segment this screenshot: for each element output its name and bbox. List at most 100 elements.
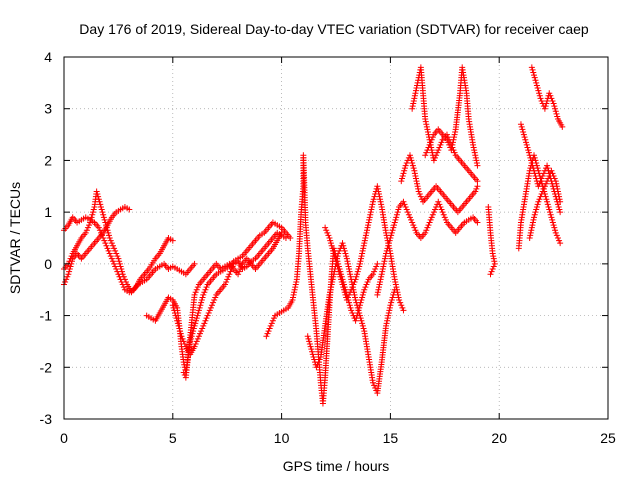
data-point (269, 317, 276, 324)
data-point (549, 219, 556, 226)
data-point (385, 240, 392, 247)
data-point (534, 201, 541, 208)
data-point (543, 196, 550, 203)
data-point (309, 351, 316, 358)
data-point (381, 255, 388, 262)
data-point (389, 294, 396, 301)
data-point (472, 188, 479, 195)
data-point (104, 227, 111, 234)
data-point (335, 268, 342, 275)
data-point (362, 284, 369, 291)
data-point (450, 136, 457, 143)
data-point (105, 247, 112, 254)
data-point (428, 136, 435, 143)
data-point (339, 240, 346, 247)
y-tick-label: 3 (44, 101, 52, 117)
data-point (410, 97, 417, 104)
data-point (365, 222, 372, 229)
data-point (474, 178, 481, 185)
data-point (542, 103, 549, 110)
data-point (344, 294, 351, 301)
data-point (541, 105, 548, 112)
data-point (203, 284, 210, 291)
data-point (449, 139, 456, 146)
data-point (544, 201, 551, 208)
data-point (340, 284, 347, 291)
data-point (403, 160, 410, 167)
data-point (490, 253, 497, 260)
data-point (414, 183, 421, 190)
data-point (409, 162, 416, 169)
data-point (535, 198, 542, 205)
data-point (332, 255, 339, 262)
y-tick-label: -2 (40, 359, 53, 375)
data-point (331, 253, 338, 260)
data-point (330, 247, 337, 254)
data-point (413, 178, 420, 185)
data-point (394, 209, 401, 216)
data-point (366, 216, 373, 223)
data-point (371, 382, 378, 389)
data-point (360, 289, 367, 296)
data-point (103, 222, 110, 229)
data-point (105, 229, 112, 236)
data-point (211, 297, 218, 304)
data-point (528, 227, 535, 234)
data-point (525, 149, 532, 156)
data-point (348, 286, 355, 293)
data-point (544, 178, 551, 185)
data-point (349, 284, 356, 291)
data-point (523, 141, 530, 148)
data-point (423, 149, 430, 156)
data-point (101, 216, 108, 223)
data-point (369, 198, 376, 205)
data-point (99, 209, 106, 216)
data-point (329, 245, 336, 252)
data-point (401, 167, 408, 174)
data-point (66, 268, 73, 275)
data-point (371, 268, 378, 275)
data-point (520, 131, 527, 138)
data-point (536, 196, 543, 203)
data-point (412, 227, 419, 234)
data-point (441, 214, 448, 221)
data-point (452, 128, 459, 135)
data-point (359, 247, 366, 254)
data-point (366, 214, 373, 221)
data-point (425, 144, 432, 151)
data-point (423, 123, 430, 130)
data-point (544, 162, 551, 169)
data-point (225, 273, 232, 280)
data-point (236, 268, 243, 275)
data-point (327, 289, 334, 296)
data-point (429, 134, 436, 141)
data-point (385, 312, 392, 319)
data-point (97, 203, 104, 210)
data-point (352, 317, 359, 324)
data-point (374, 291, 381, 298)
data-point (428, 214, 435, 221)
data-point (268, 320, 275, 327)
data-point (411, 92, 418, 99)
data-point (557, 240, 564, 247)
data-point (491, 258, 498, 265)
data-point (354, 268, 361, 275)
data-point (424, 126, 431, 133)
data-point (378, 273, 385, 280)
data-point (539, 172, 546, 179)
data-point (472, 152, 479, 159)
data-point (529, 219, 536, 226)
data-point (443, 136, 450, 143)
data-point (451, 149, 458, 156)
data-point (282, 235, 289, 241)
data-point (522, 136, 529, 143)
data-point (532, 77, 539, 84)
data-point (556, 193, 563, 200)
data-point (424, 147, 431, 154)
data-point (527, 154, 534, 161)
data-point (438, 206, 445, 213)
data-point (546, 90, 553, 97)
data-point (391, 276, 398, 283)
data-point (96, 227, 103, 234)
